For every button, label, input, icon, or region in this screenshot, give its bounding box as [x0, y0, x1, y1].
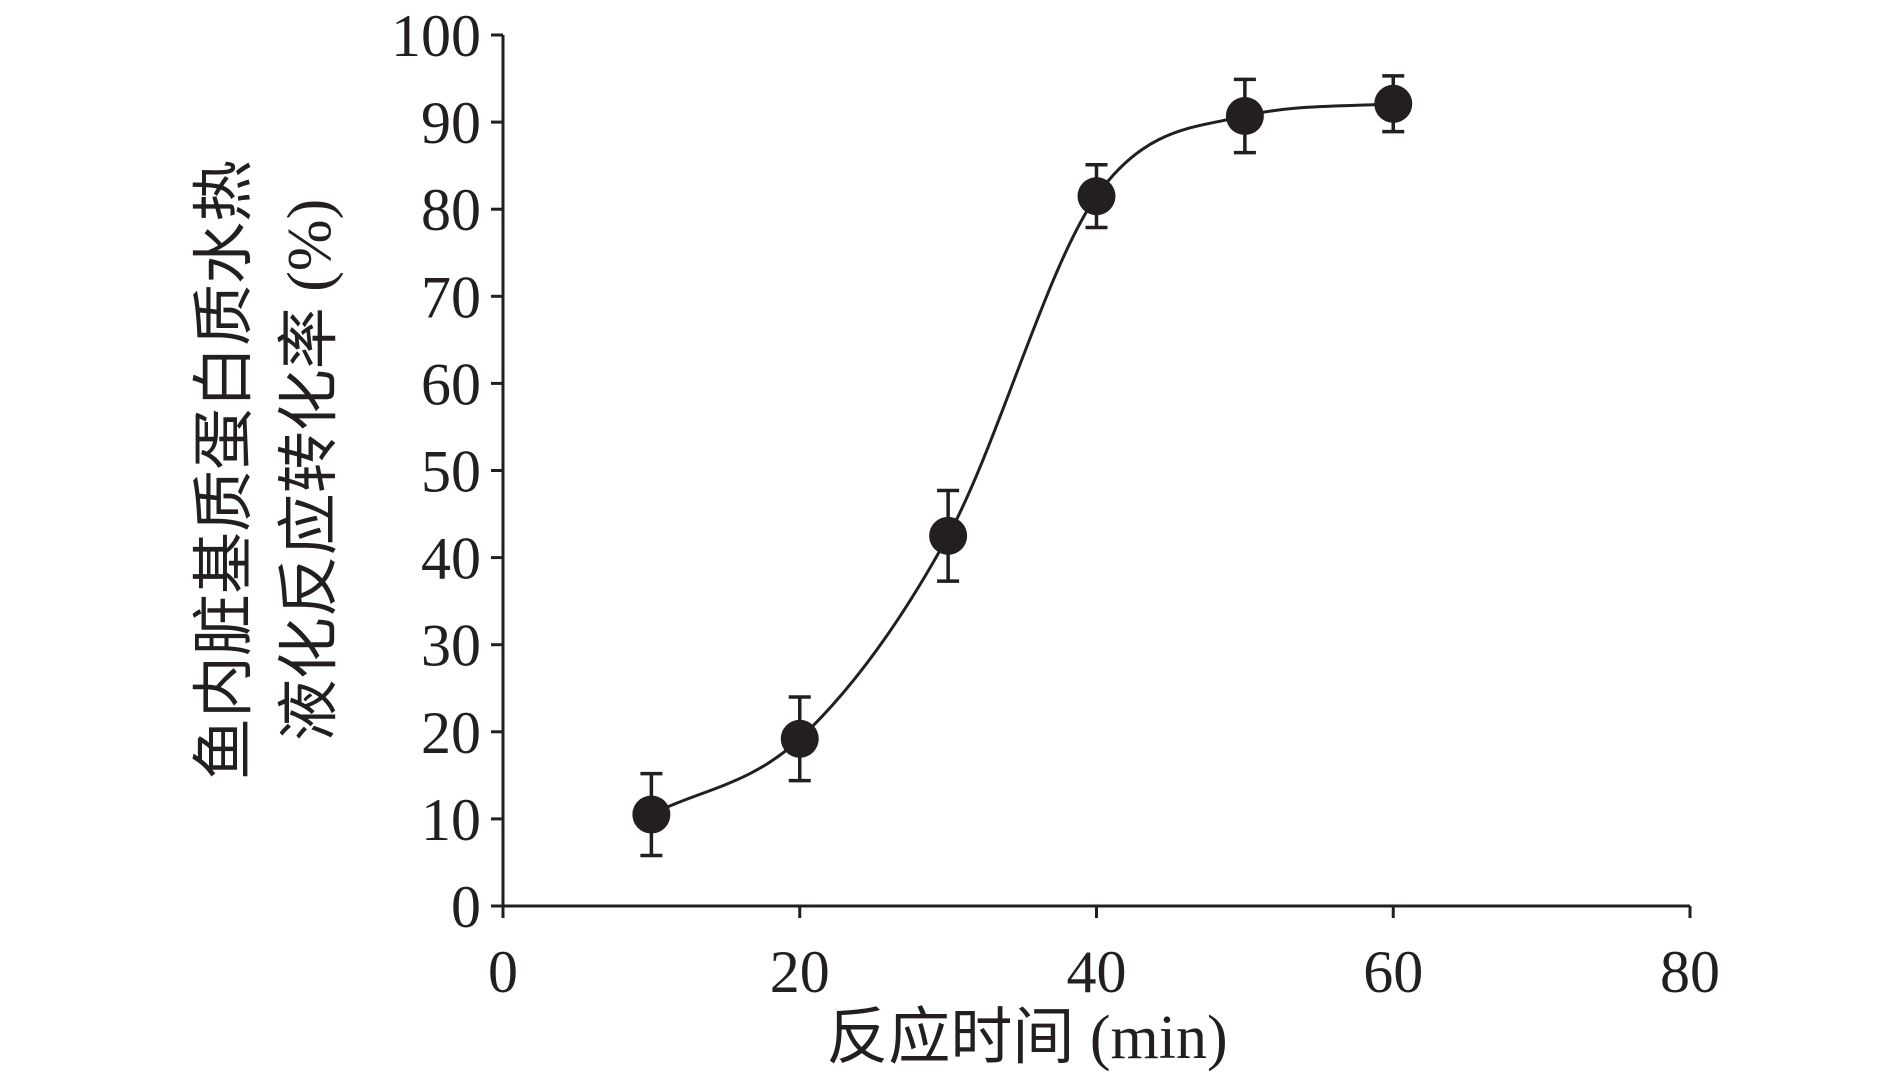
- y-tick-label: 90: [421, 90, 481, 156]
- y-tick-label: 40: [421, 526, 481, 592]
- data-point: [929, 516, 968, 555]
- y-tick-label: 60: [421, 351, 481, 417]
- y-tick-label: 10: [421, 787, 481, 853]
- error-bars: [640, 74, 1405, 858]
- data-points: [632, 84, 1413, 834]
- data-point: [1225, 97, 1264, 136]
- data-point: [1077, 177, 1116, 216]
- x-tick-label: 40: [1067, 939, 1127, 1005]
- fit-curve: [650, 102, 1394, 816]
- x-tick-label: 60: [1363, 939, 1423, 1005]
- y-tick-label: 30: [421, 613, 481, 679]
- data-point: [780, 719, 819, 758]
- x-tick-label: 20: [770, 939, 830, 1005]
- y-tick-label: 70: [421, 264, 481, 330]
- x-axis-ticks: 0 20 40 60 80: [488, 906, 1720, 1005]
- y-tick-label: 80: [421, 177, 481, 243]
- y-axis-title-line-1: 鱼内脏基质蛋白质水热: [191, 160, 259, 780]
- y-tick-label: 0: [451, 874, 481, 940]
- y-axis-title: 鱼内脏基质蛋白质水热 液化反应转化率 (%): [191, 160, 344, 780]
- y-tick-label: 50: [421, 439, 481, 505]
- data-point: [632, 795, 671, 834]
- x-axis-title: 反应时间 (min): [826, 1004, 1227, 1072]
- x-tick-label: 80: [1660, 939, 1720, 1005]
- y-axis-title-line-2: 液化反应转化率 (%): [276, 199, 344, 741]
- x-tick-label: 0: [488, 939, 518, 1005]
- data-point: [1374, 84, 1413, 123]
- y-tick-label: 100: [391, 3, 481, 69]
- y-axis-ticks: 0 10 20 30 40 50 60 70 80 90 100: [391, 3, 503, 940]
- y-tick-label: 20: [421, 700, 481, 766]
